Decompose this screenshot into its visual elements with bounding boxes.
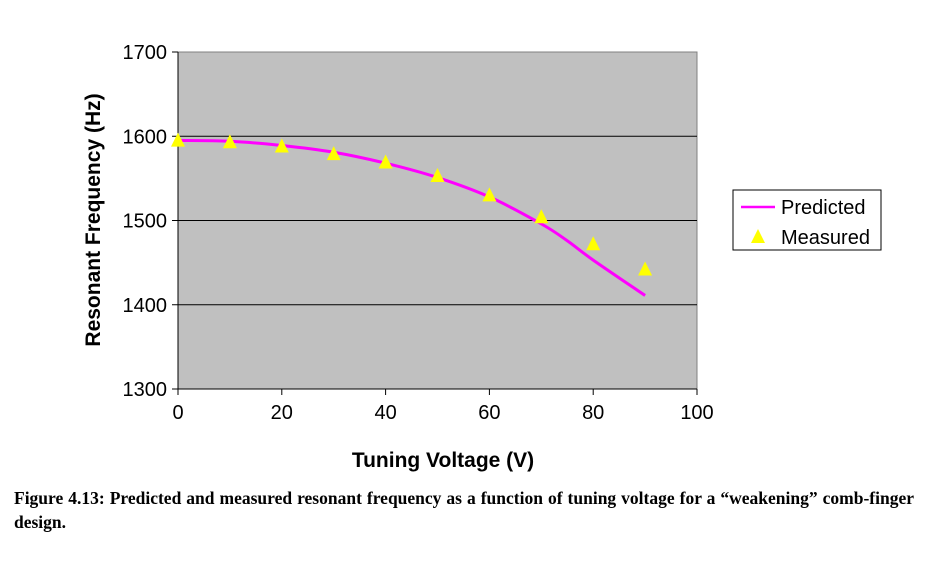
x-tick-labels: 0 20 40 60 80 100 xyxy=(172,389,714,424)
x-tick-label-100: 100 xyxy=(680,402,713,424)
legend-measured-label: Measured xyxy=(781,227,870,249)
y-tick-label-1300: 1300 xyxy=(123,379,168,401)
x-tick-label-0: 0 xyxy=(172,402,183,424)
x-tick-label-20: 20 xyxy=(271,402,293,424)
legend: Predicted Measured xyxy=(732,189,882,251)
measured-point-60 xyxy=(482,187,497,202)
measured-point-70 xyxy=(534,209,549,224)
x-tick-label-60: 60 xyxy=(478,402,500,424)
measured-point-20 xyxy=(274,138,289,153)
legend-measured-swatch xyxy=(751,229,765,243)
gridlines xyxy=(178,135,697,306)
measured-point-0 xyxy=(171,132,185,147)
chart: 0 20 40 60 80 100 1300 1400 1500 1600 1700 Tuning… xyxy=(82,42,882,472)
measured-point-40 xyxy=(378,154,393,169)
figure-caption: Figure 4.13: Predicted and measured reso… xyxy=(14,488,914,532)
y-tick-labels: 1300 1400 1500 1600 1700 xyxy=(123,42,178,401)
measured-point-90 xyxy=(638,261,653,276)
y-tick-label-1700: 1700 xyxy=(123,42,168,64)
measured-point-80 xyxy=(586,236,601,251)
x-tick-label-40: 40 xyxy=(374,402,396,424)
y-tick-label-1600: 1600 xyxy=(123,126,168,148)
y-tick-label-1500: 1500 xyxy=(123,211,168,233)
measured-point-30 xyxy=(326,146,341,161)
x-axis-title: Tuning Voltage (V) xyxy=(352,449,534,472)
series-layer xyxy=(171,132,653,297)
y-tick-label-1400: 1400 xyxy=(123,295,168,317)
legend-predicted-label: Predicted xyxy=(781,197,866,219)
x-tick-label-80: 80 xyxy=(582,402,604,424)
y-axis-title: Resonant Frequency (Hz) xyxy=(82,93,105,346)
measured-point-50 xyxy=(430,168,445,183)
measured-point-10 xyxy=(222,134,237,149)
